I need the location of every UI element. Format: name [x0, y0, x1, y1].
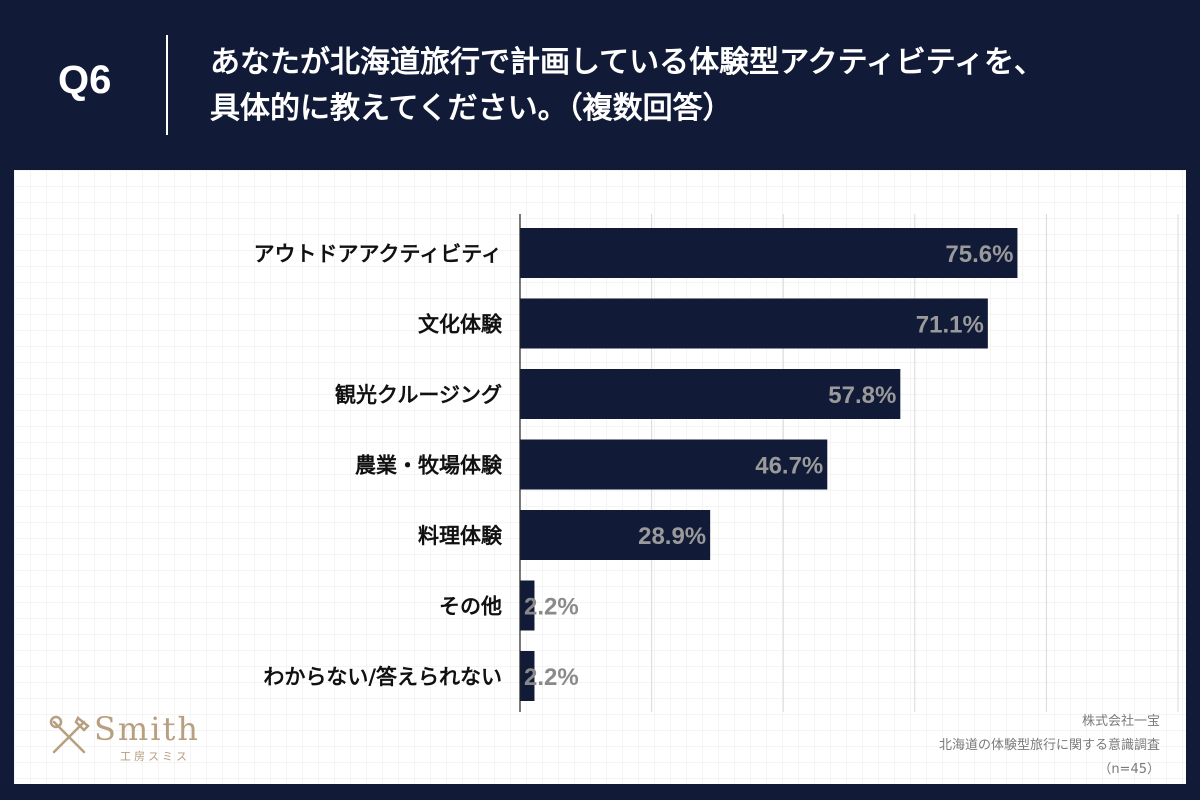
- source-company: 株式会社一宝: [1081, 714, 1160, 729]
- question-title-line-2: 具体的に教えてください。（複数回答）: [210, 91, 733, 126]
- question-number: Q6: [58, 58, 112, 102]
- crossed-tools-icon: [49, 715, 90, 754]
- value-label: 71.1%: [916, 312, 984, 339]
- bar: [520, 439, 828, 490]
- bar-chart: アウトドアアクティビティ 75.6% 文化体験 71.1% 観光クルージング 57.8% 農…: [254, 214, 1179, 712]
- bar: [520, 369, 901, 419]
- category-label: 農業・牧場体験: [355, 454, 503, 478]
- value-label: 2.2%: [524, 594, 579, 621]
- smith-logo: Smith 工房スミス: [48, 708, 248, 768]
- logo-wordmark: Smith: [94, 710, 200, 748]
- category-label: その他: [439, 595, 502, 619]
- value-label: 28.9%: [638, 523, 706, 550]
- bar: [520, 228, 1018, 278]
- value-label: 2.2%: [524, 664, 579, 691]
- question-title: あなたが北海道旅行で計画している体験型アクティビティを、 具体的に教えてください…: [210, 40, 1190, 132]
- source-note: 株式会社一宝 北海道の体験型旅行に関する意識調査 （n=45）: [939, 710, 1160, 782]
- source-survey: 北海道の体験型旅行に関する意識調査: [938, 738, 1160, 753]
- category-label: 文化体験: [418, 313, 503, 337]
- category-label: 観光クルージング: [335, 383, 502, 407]
- bar: [520, 580, 535, 631]
- category-label: 料理体験: [418, 524, 503, 548]
- header-divider: [166, 35, 168, 135]
- value-label: 46.7%: [755, 453, 823, 480]
- bar: [520, 298, 988, 349]
- header: Q6 あなたが北海道旅行で計画している体験型アクティビティを、 具体的に教えてく…: [0, 0, 1200, 170]
- source-sample: （n=45）: [1098, 762, 1160, 777]
- value-label: 75.6%: [945, 241, 1013, 268]
- logo-subtitle: 工房スミス: [120, 750, 190, 763]
- category-label: アウトドアアクティビティ: [254, 242, 502, 266]
- bar: [520, 510, 711, 560]
- category-label: わからない/答えられない: [263, 665, 502, 689]
- bar: [520, 651, 535, 701]
- value-label: 57.8%: [828, 382, 896, 409]
- question-title-line-1: あなたが北海道旅行で計画している体験型アクティビティを、: [210, 45, 1044, 80]
- chart-panel: アウトドアアクティビティ 75.6% 文化体験 71.1% 観光クルージング 57.8% 農…: [14, 170, 1186, 784]
